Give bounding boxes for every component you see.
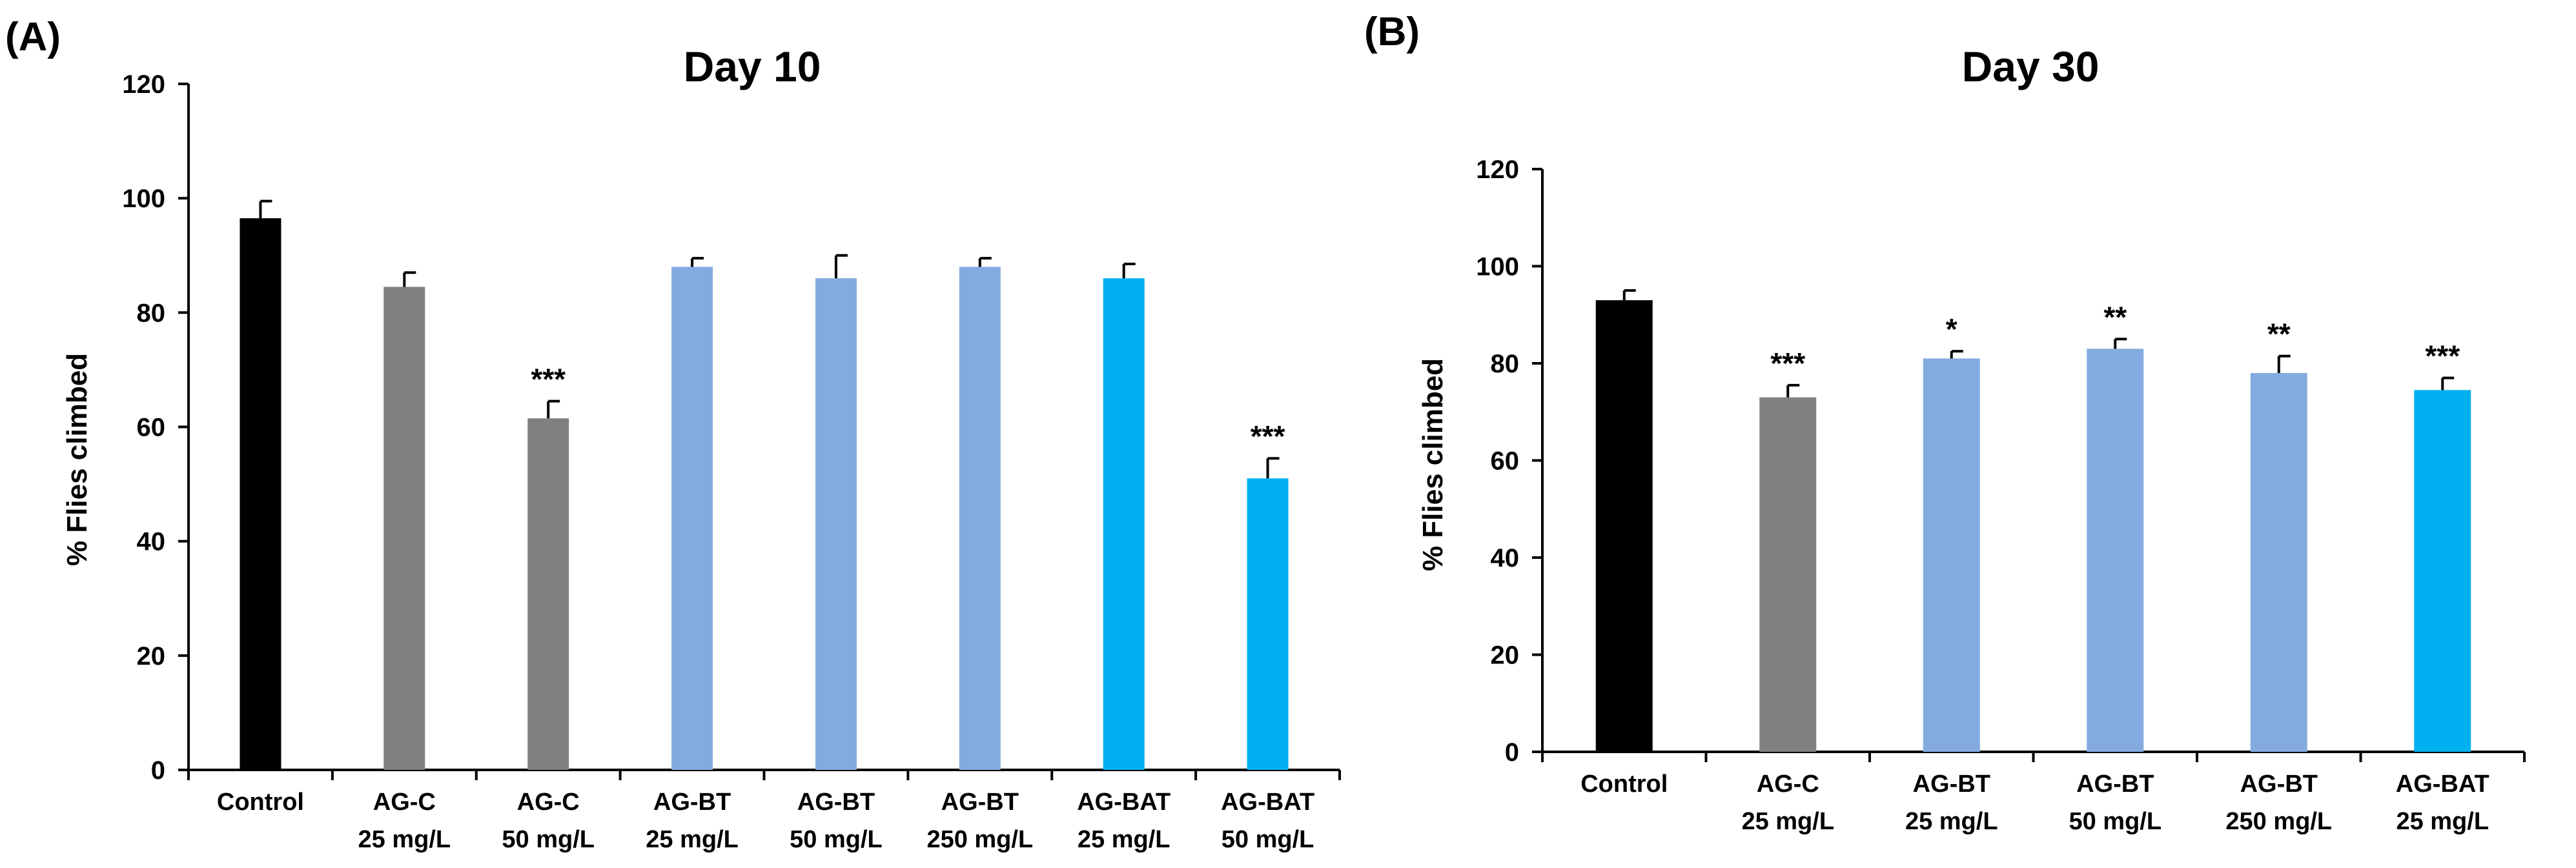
category-sublabel: 250 mg/L xyxy=(2225,808,2332,835)
category-label: AG-BAT xyxy=(1077,789,1170,816)
category-label: AG-BT xyxy=(653,789,731,816)
y-tick-label: 0 xyxy=(1505,738,1519,767)
y-tick-label: 0 xyxy=(151,756,165,785)
category-label: AG-C xyxy=(517,789,580,816)
bar xyxy=(1923,358,1980,752)
bar xyxy=(240,218,281,770)
chart-title-a: Day 10 xyxy=(684,43,821,90)
category-sublabel: 50 mg/L xyxy=(2069,808,2162,835)
panel-label-a: (A) xyxy=(5,15,61,59)
y-tick-label: 100 xyxy=(1476,253,1519,281)
bar xyxy=(1759,397,1817,752)
significance-mark: *** xyxy=(531,363,566,396)
category-sublabel: 25 mg/L xyxy=(1741,808,1834,835)
y-tick-label: 120 xyxy=(122,70,165,99)
significance-mark: *** xyxy=(1251,419,1285,453)
y-axis-label-b: % Flies climbed xyxy=(1417,358,1449,571)
category-label: Control xyxy=(1580,771,1668,798)
significance-mark: *** xyxy=(2425,339,2460,373)
bars-a: Control AG-C 25 mg/L *** AG-C 50 mg/L AG-BT 25 … xyxy=(217,199,1314,853)
bar xyxy=(2087,348,2144,752)
category-label: AG-BT xyxy=(941,789,1019,816)
category-label: AG-BAT xyxy=(1221,789,1314,816)
category-label: AG-BT xyxy=(1913,771,1990,798)
bar xyxy=(1247,478,1289,770)
bar xyxy=(959,267,1001,770)
category-label: AG-C xyxy=(1757,771,1819,798)
significance-mark: ** xyxy=(2267,318,2291,351)
category-label: AG-BAT xyxy=(2396,771,2489,798)
category-label: AG-BT xyxy=(797,789,875,816)
category-label: AG-BT xyxy=(2076,771,2154,798)
category-sublabel: 25 mg/L xyxy=(1905,808,1998,835)
y-tick-label: 20 xyxy=(137,642,166,671)
significance-mark: * xyxy=(1946,312,1958,346)
category-sublabel: 50 mg/L xyxy=(502,826,595,853)
significance-mark: ** xyxy=(2103,300,2127,334)
y-tick-label: 80 xyxy=(1491,350,1520,378)
chart-title-b: Day 30 xyxy=(1962,43,2100,90)
category-sublabel: 250 mg/L xyxy=(926,826,1033,853)
y-tick-label: 60 xyxy=(137,414,166,442)
category-label: AG-BT xyxy=(2240,771,2318,798)
bar xyxy=(2250,373,2307,752)
bar xyxy=(815,278,857,770)
y-tick-label: 120 xyxy=(1476,156,1519,184)
category-label: Control xyxy=(217,789,304,816)
bar xyxy=(383,287,425,770)
category-sublabel: 50 mg/L xyxy=(1222,826,1314,853)
category-sublabel: 25 mg/L xyxy=(358,826,451,853)
y-tick-label: 40 xyxy=(1491,544,1520,572)
y-tick-label: 20 xyxy=(1491,641,1520,670)
y-tick-label: 100 xyxy=(122,185,165,213)
category-sublabel: 50 mg/L xyxy=(790,826,883,853)
category-sublabel: 25 mg/L xyxy=(1078,826,1170,853)
bar xyxy=(2414,390,2471,752)
y-axis-label-a: % Flies climbed xyxy=(61,353,93,566)
panel-a: (A) Day 10 % Flies climbed 0 20 40 60 80 100 1… xyxy=(5,15,1341,853)
category-sublabel: 25 mg/L xyxy=(2396,808,2489,835)
bar xyxy=(1595,300,1653,752)
bars-b: Control *** AG-C 25 mg/L * AG-BT 25 mg/L ** AG-B… xyxy=(1580,289,2489,835)
axes-a: 0 20 40 60 80 100 120 xyxy=(122,70,1341,785)
significance-mark: *** xyxy=(1770,347,1805,380)
bar xyxy=(527,418,569,770)
y-tick-label: 80 xyxy=(137,299,166,327)
y-tick-label: 40 xyxy=(137,528,166,556)
axes-b: 0 20 40 60 80 100 120 xyxy=(1476,156,2526,767)
y-tick-label: 60 xyxy=(1491,447,1520,476)
bar xyxy=(671,267,713,770)
panel-b: (B) Day 30 % Flies climbed 0 20 40 60 80 100 1… xyxy=(1364,10,2526,835)
panel-label-b: (B) xyxy=(1364,10,1420,54)
category-label: AG-C xyxy=(373,789,436,816)
bar xyxy=(1103,278,1145,770)
category-sublabel: 25 mg/L xyxy=(646,826,739,853)
